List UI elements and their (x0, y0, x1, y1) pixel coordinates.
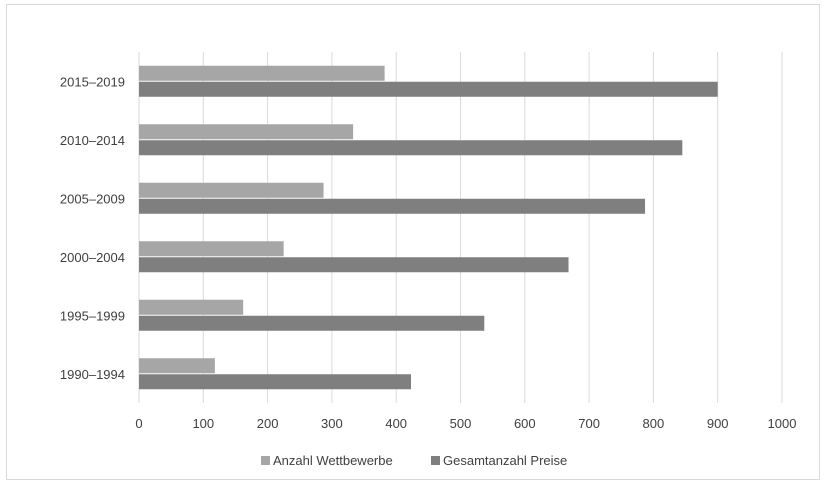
legend-swatch-series-0 (261, 456, 270, 465)
y-tick-label: 1995–1999 (60, 308, 125, 323)
x-axis: 0 100 200 300 400 500 600 700 800 900 1000 (135, 416, 796, 431)
gridlines (138, 52, 783, 403)
bar-series-0-cat-0 (139, 358, 215, 374)
bar-series-1-cat-2 (139, 257, 569, 273)
legend-label-series-0: Anzahl Wettbewerbe (273, 453, 393, 468)
y-tick-label: 2010–2014 (60, 133, 125, 148)
x-tick-label: 900 (707, 416, 729, 431)
x-tick-label: 300 (321, 416, 343, 431)
bar-series-1-cat-4 (139, 140, 683, 156)
bar-series-0-cat-5 (139, 65, 385, 81)
x-tick-label: 700 (578, 416, 600, 431)
bar-series-0-cat-4 (139, 124, 354, 140)
x-tick-label: 800 (643, 416, 665, 431)
y-tick-label: 2005–2009 (60, 191, 125, 206)
y-tick-label: 2000–2004 (60, 250, 125, 265)
bar-series-1-cat-0 (139, 374, 411, 390)
x-tick-label: 400 (385, 416, 407, 431)
x-tick-label: 0 (135, 416, 142, 431)
y-tick-label: 1990–1994 (60, 367, 125, 382)
x-tick-label: 1000 (768, 416, 797, 431)
legend: Anzahl Wettbewerbe Gesamtanzahl Preise (261, 453, 567, 468)
y-tick-label: 2015–2019 (60, 74, 125, 89)
bars (139, 65, 718, 390)
bar-series-0-cat-2 (139, 241, 284, 257)
x-tick-label: 500 (450, 416, 472, 431)
x-tick-label: 100 (192, 416, 214, 431)
bar-series-1-cat-1 (139, 315, 485, 331)
x-tick-label: 600 (514, 416, 536, 431)
bar-series-0-cat-1 (139, 299, 244, 315)
bar-series-0-cat-3 (139, 182, 324, 198)
legend-label-series-1: Gesamtanzahl Preise (443, 453, 567, 468)
y-axis: 1990–1994 1995–1999 2000–2004 2005–2009 2010… (60, 74, 125, 382)
legend-swatch-series-1 (431, 456, 440, 465)
bar-series-1-cat-5 (139, 81, 718, 97)
bar-series-1-cat-3 (139, 198, 646, 214)
x-tick-label: 200 (257, 416, 279, 431)
